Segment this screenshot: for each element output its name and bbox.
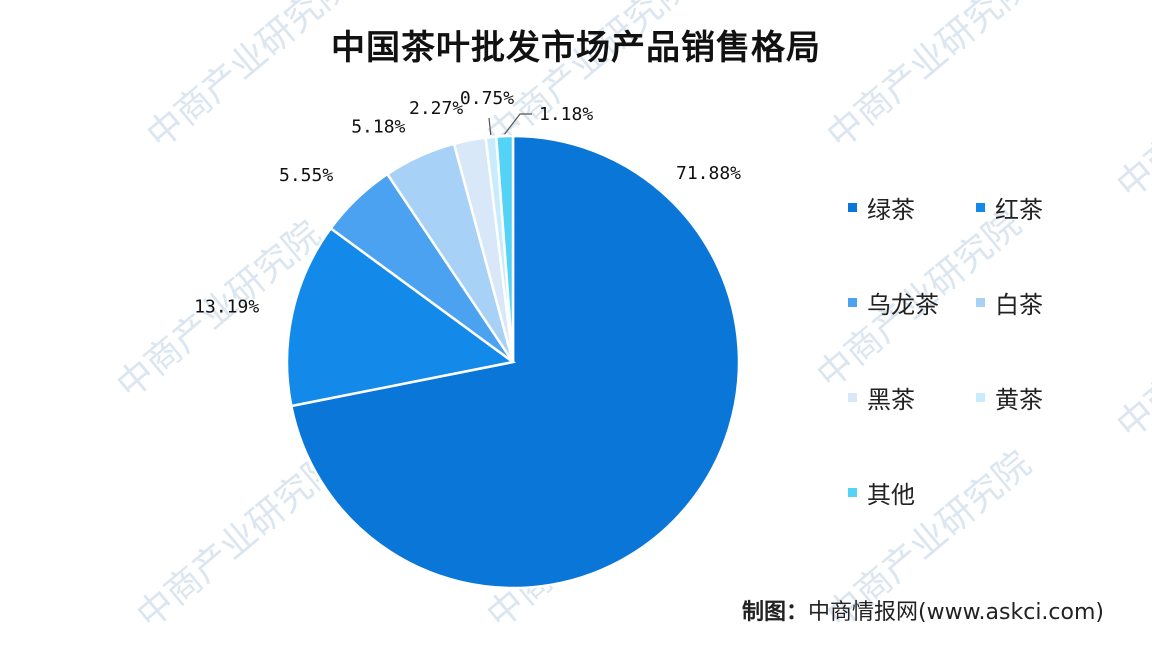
legend-label: 黄茶 [995,386,1043,414]
source-label: 制图： [741,600,808,625]
pie-label-1: 13.19% [194,297,259,318]
pie-label-0: 71.88% [676,163,741,184]
pie-slice-0 [289,134,741,590]
legend-label: 绿茶 [867,196,915,224]
legend-item-1: 红茶 [976,190,1043,225]
source-note: 制图：中商情报网(www.askci.com) [742,594,1104,626]
pie-label-2: 5.55% [279,165,333,186]
legend-swatch [848,393,857,402]
chart-legend: 绿茶 红茶乌龙茶 白茶黑茶 黄茶其他 [848,190,1108,520]
legend-item-5: 黄茶 [976,380,1043,415]
pie-label-4: 2.27% [409,98,463,119]
pie-label-3: 5.18% [351,116,405,137]
source-text: 中商情报网(www.askci.com) [808,600,1104,625]
legend-item-2: 乌龙茶 [848,285,939,320]
legend-swatch [976,203,985,212]
pie-slice-6 [494,134,515,363]
legend-swatch [848,203,857,212]
legend-swatch [848,488,857,497]
legend-swatch [976,393,985,402]
legend-swatch [848,298,857,307]
legend-label: 红茶 [995,196,1043,224]
leader-line-5 [488,117,492,136]
pie-label-5: 0.75% [460,88,514,109]
pie-slice-1 [285,226,517,408]
legend-item-0: 绿茶 [848,190,915,225]
legend-label: 乌龙茶 [867,291,939,319]
legend-label: 白茶 [995,291,1043,319]
legend-swatch [976,298,985,307]
chart-title: 中国茶叶批发市场产品销售格局 [331,28,821,68]
legend-item-3: 白茶 [976,285,1043,320]
legend-item-6: 其他 [848,475,915,510]
leader-line-6 [504,113,532,135]
pie-label-6: 1.18% [539,104,593,125]
legend-item-4: 黑茶 [848,380,915,415]
legend-label: 黑茶 [867,386,915,414]
legend-label: 其他 [867,481,915,509]
